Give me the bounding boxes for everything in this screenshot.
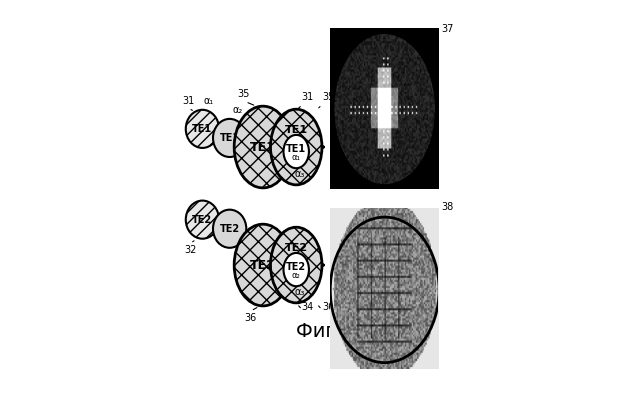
Ellipse shape: [284, 253, 309, 286]
Text: 38: 38: [442, 202, 454, 212]
Text: 35: 35: [237, 89, 250, 99]
Text: α₂: α₂: [233, 105, 243, 115]
Text: α₁: α₁: [292, 152, 301, 162]
Ellipse shape: [213, 119, 246, 157]
Text: TE1: TE1: [220, 133, 240, 143]
Text: TE1: TE1: [193, 124, 212, 134]
Ellipse shape: [186, 110, 219, 148]
Text: 33: 33: [250, 109, 262, 119]
Ellipse shape: [234, 106, 292, 188]
Text: TE2: TE2: [193, 215, 212, 225]
Text: 34: 34: [243, 253, 255, 263]
Text: TE1: TE1: [285, 125, 308, 135]
Text: α₃: α₃: [294, 169, 305, 179]
Text: α₃: α₃: [294, 287, 305, 297]
Text: 35: 35: [322, 92, 334, 102]
Text: TE1: TE1: [250, 141, 276, 154]
Text: 32: 32: [184, 245, 196, 255]
Text: 36: 36: [322, 302, 334, 312]
Text: 31: 31: [301, 92, 314, 102]
Text: α₁: α₁: [204, 96, 214, 106]
Text: Фиг. 3: Фиг. 3: [296, 322, 360, 341]
Text: 34: 34: [301, 302, 314, 312]
Text: TE2: TE2: [285, 243, 308, 253]
Text: TE2: TE2: [250, 259, 276, 272]
Ellipse shape: [186, 200, 219, 239]
Ellipse shape: [271, 109, 322, 185]
Text: 31: 31: [182, 96, 195, 106]
Text: 36: 36: [244, 314, 257, 323]
Ellipse shape: [271, 227, 322, 303]
Ellipse shape: [284, 135, 309, 168]
Ellipse shape: [234, 224, 292, 306]
Text: TE2: TE2: [286, 262, 307, 272]
Text: α₂: α₂: [292, 270, 301, 279]
Ellipse shape: [213, 209, 246, 248]
Text: 37: 37: [442, 24, 454, 33]
Text: TE1: TE1: [286, 143, 307, 154]
Text: TE2: TE2: [220, 224, 240, 234]
